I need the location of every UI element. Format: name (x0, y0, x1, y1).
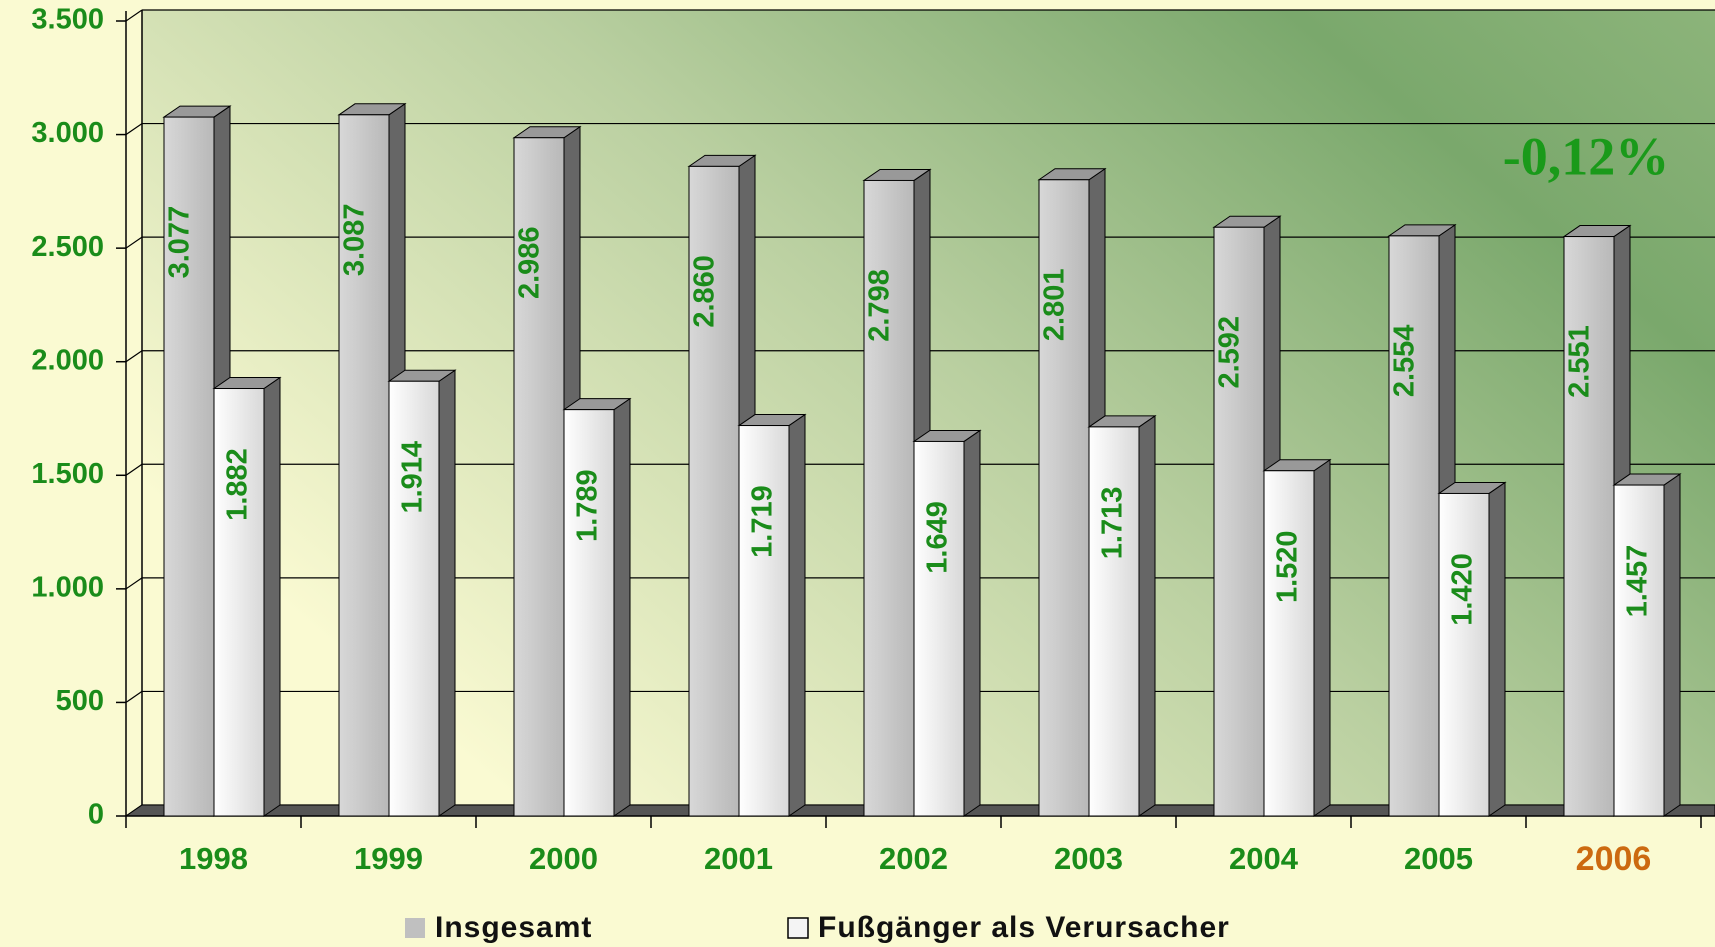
bar (1563, 236, 1615, 817)
value-label: 1.719 (747, 485, 779, 558)
bar (563, 409, 615, 817)
bar-side (613, 397, 631, 817)
x-tick-label: 2003 (1054, 841, 1123, 876)
annotation: -0,12% (1503, 126, 1669, 186)
value-label: 2.592 (1214, 316, 1246, 389)
y-tick-label: 1.000 (31, 572, 104, 604)
bar (1263, 470, 1315, 817)
y-tick-label: 0 (88, 799, 104, 831)
value-label: 2.551 (1564, 325, 1596, 398)
bar (913, 440, 965, 817)
bar (1438, 492, 1490, 817)
x-tick-label: 2006 (1576, 840, 1652, 878)
bar-side (1663, 473, 1681, 817)
y-tick-label: 500 (56, 685, 104, 717)
value-label: 2.554 (1389, 325, 1421, 398)
bar-side (1313, 458, 1331, 817)
x-tick-label: 2002 (879, 841, 948, 876)
value-label: 1.713 (1097, 487, 1129, 560)
legend-swatch (405, 918, 425, 938)
bar (388, 380, 440, 817)
value-label: 2.986 (514, 226, 546, 299)
value-label: 1.789 (572, 469, 604, 542)
y-tick-label: 3.000 (31, 117, 104, 149)
y-tick-label: 2.500 (31, 231, 104, 263)
value-label: 1.420 (1447, 553, 1479, 626)
value-label: 1.649 (922, 501, 954, 574)
grid-line (125, 463, 143, 476)
bar-side (963, 429, 981, 817)
bar (513, 137, 565, 817)
x-tick-label: 2001 (704, 841, 773, 876)
legend-label: Insgesamt (435, 911, 592, 944)
value-label: 1.520 (1272, 530, 1304, 603)
y-tick-label: 1.500 (31, 458, 104, 490)
x-tick-label: 1998 (179, 841, 248, 876)
bar (1213, 226, 1265, 817)
bar (688, 165, 740, 817)
bar-side (788, 413, 806, 817)
grid-line (125, 123, 143, 136)
bar (213, 388, 265, 817)
legend-label: Fußgänger als Verursacher (818, 911, 1230, 944)
value-label: 1.914 (397, 441, 429, 514)
x-tick-label: 1999 (354, 841, 423, 876)
bar (1388, 235, 1440, 817)
x-tick-label: 2000 (529, 841, 598, 876)
bar-side (438, 369, 456, 817)
bar (163, 116, 215, 817)
value-label: 2.860 (689, 255, 721, 328)
grid-line (125, 9, 143, 22)
value-label: 3.087 (339, 204, 371, 277)
bar-side (1488, 481, 1506, 817)
bar (738, 425, 790, 817)
value-label: 2.801 (1039, 268, 1071, 341)
grid-line (125, 577, 143, 590)
bar (863, 179, 915, 817)
bar-side (1138, 414, 1156, 817)
grid-line (125, 350, 143, 363)
bar (1088, 426, 1140, 817)
x-tick-label: 2004 (1229, 841, 1299, 876)
grid-line (125, 236, 143, 249)
bar (1613, 484, 1665, 817)
bar (1038, 179, 1090, 817)
legend-swatch (787, 917, 809, 939)
x-tick-label: 2005 (1404, 841, 1473, 876)
value-label: 1.457 (1622, 545, 1654, 618)
bar (338, 114, 390, 817)
value-label: 2.798 (864, 269, 896, 342)
value-label: 3.077 (164, 206, 196, 279)
value-label: 1.882 (222, 448, 254, 521)
y-tick-label: 3.500 (31, 4, 104, 36)
y-tick-label: 2.000 (31, 344, 104, 376)
bar-side (263, 376, 281, 817)
grid-line (125, 690, 143, 703)
